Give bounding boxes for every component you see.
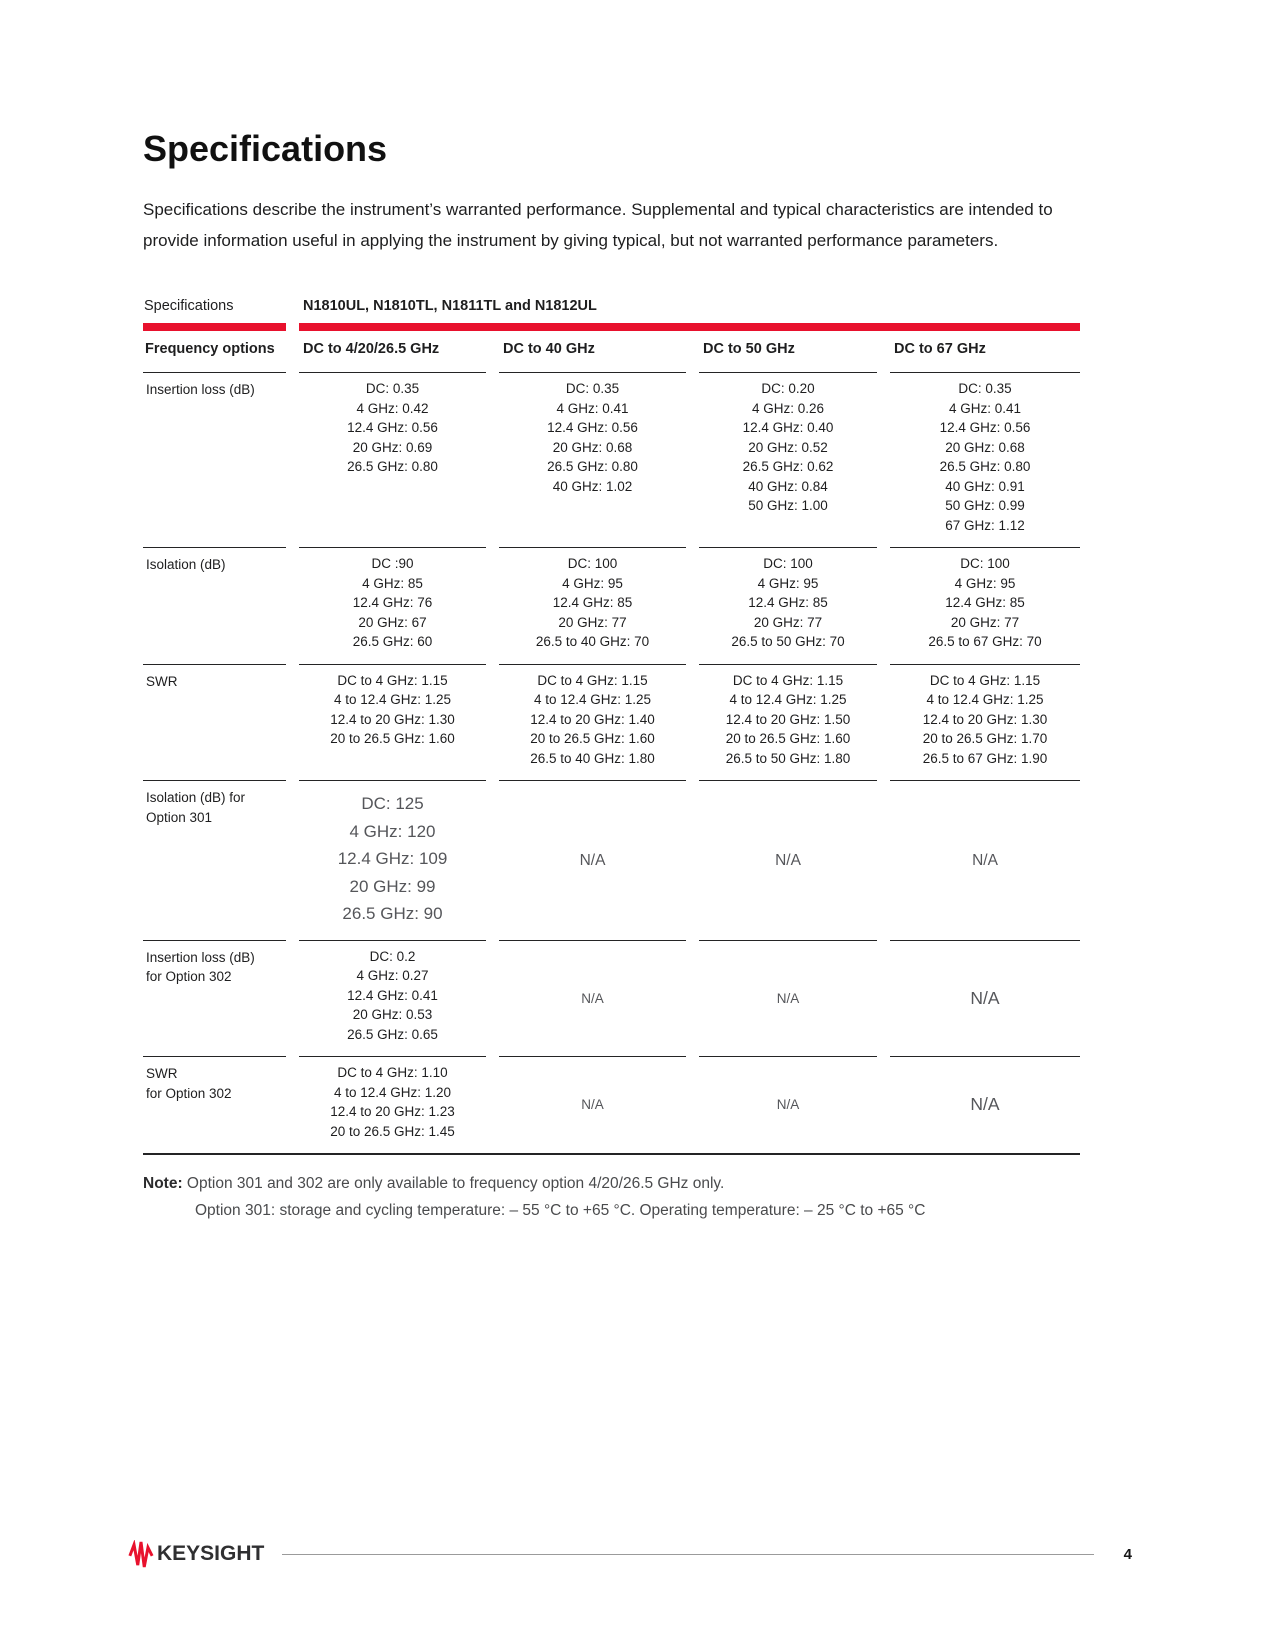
spec-cell: DC to 4 GHz: 1.15 4 to 12.4 GHz: 1.25 12… [299,663,486,781]
table-bottom-rule [143,1153,1080,1155]
accent-bar-segment [299,323,1080,331]
table-accent-bar [143,323,1080,331]
table-row: SWR for Option 302 DC to 4 GHz: 1.10 4 t… [143,1056,1080,1153]
keysight-logo: KEYSIGHT [128,1540,264,1568]
table-caption-label: Specifications [144,298,234,314]
footer-rule [282,1553,1094,1555]
spec-cell: DC :90 4 GHz: 85 12.4 GHz: 76 20 GHz: 67… [299,547,486,664]
column-header: Frequency options [145,341,275,357]
na-cell: N/A [890,1056,1080,1153]
row-label: Insertion loss (dB) [143,372,286,547]
page-footer: KEYSIGHT 4 [128,1540,1132,1568]
accent-bar-segment [143,323,286,331]
brand-wordmark: KEYSIGHT [157,1542,265,1565]
spec-cell: DC: 0.35 4 GHz: 0.42 12.4 GHz: 0.56 20 G… [299,372,486,547]
spec-cell: DC: 0.35 4 GHz: 0.41 12.4 GHz: 0.56 20 G… [890,372,1080,547]
spec-cell: DC: 0.2 4 GHz: 0.27 12.4 GHz: 0.41 20 GH… [299,939,486,1057]
na-cell: N/A [699,1056,877,1153]
table-row: Isolation (dB) for Option 301 DC: 125 4 … [143,780,1080,940]
row-label: Isolation (dB) for Option 301 [143,780,286,940]
row-label: Isolation (dB) [143,547,286,664]
table-row: Insertion loss (dB) DC: 0.35 4 GHz: 0.42… [143,372,1080,547]
spec-cell: DC to 4 GHz: 1.15 4 to 12.4 GHz: 1.25 12… [890,663,1080,781]
na-cell: N/A [499,780,686,940]
note-block: Note: Option 301 and 302 are only availa… [143,1170,1080,1224]
page-content: Specifications Specifications describe t… [143,128,1080,1224]
table-row: Insertion loss (dB) for Option 302 DC: 0… [143,939,1080,1057]
table-models-title: N1810UL, N1810TL, N1811TL and N1812UL [303,298,597,314]
spec-cell: DC to 4 GHz: 1.15 4 to 12.4 GHz: 1.25 12… [499,663,686,781]
spec-cell: DC: 100 4 GHz: 95 12.4 GHz: 85 20 GHz: 7… [890,547,1080,664]
column-header: DC to 67 GHz [894,341,986,357]
row-label: SWR [143,663,286,781]
table-caption-row: Specifications N1810UL, N1810TL, N1811TL… [143,298,1080,323]
spec-cell: DC: 0.35 4 GHz: 0.41 12.4 GHz: 0.56 20 G… [499,372,686,547]
intro-paragraph: Specifications describe the instrument’s… [143,200,1053,250]
table-row: Isolation (dB) DC :90 4 GHz: 85 12.4 GHz… [143,547,1080,664]
spec-cell: DC: 0.20 4 GHz: 0.26 12.4 GHz: 0.40 20 G… [699,372,877,547]
na-cell: N/A [699,939,877,1057]
row-label: SWR for Option 302 [143,1056,286,1153]
note-label: Note: [143,1175,183,1192]
note-line-1: Note: Option 301 and 302 are only availa… [143,1170,1080,1197]
spec-cell: DC to 4 GHz: 1.10 4 to 12.4 GHz: 1.20 12… [299,1056,486,1153]
na-cell: N/A [890,939,1080,1057]
table-row: SWR DC to 4 GHz: 1.15 4 to 12.4 GHz: 1.2… [143,663,1080,781]
na-cell: N/A [890,780,1080,940]
na-cell: N/A [499,1056,686,1153]
na-cell: N/A [699,780,877,940]
page-title: Specifications [143,128,388,169]
row-label: Insertion loss (dB) for Option 302 [143,939,286,1057]
table-header-row: Frequency options DC to 4/20/26.5 GHz DC… [143,331,1080,372]
note-line-2: Option 301: storage and cycling temperat… [195,1202,926,1219]
column-header: DC to 50 GHz [703,341,795,357]
spec-cell: DC: 100 4 GHz: 95 12.4 GHz: 85 20 GHz: 7… [699,547,877,664]
spec-cell: DC to 4 GHz: 1.15 4 to 12.4 GHz: 1.25 12… [699,663,877,781]
note-text: Option 301 and 302 are only available to… [186,1175,725,1192]
spec-cell: DC: 125 4 GHz: 120 12.4 GHz: 109 20 GHz:… [299,780,486,940]
spec-table: Specifications N1810UL, N1810TL, N1811TL… [143,298,1080,1155]
column-header: DC to 40 GHz [503,341,595,357]
keysight-spark-icon [128,1540,154,1568]
column-header: DC to 4/20/26.5 GHz [303,341,440,357]
na-cell: N/A [499,939,686,1057]
page-number: 4 [1123,1545,1132,1563]
spec-cell: DC: 100 4 GHz: 95 12.4 GHz: 85 20 GHz: 7… [499,547,686,664]
